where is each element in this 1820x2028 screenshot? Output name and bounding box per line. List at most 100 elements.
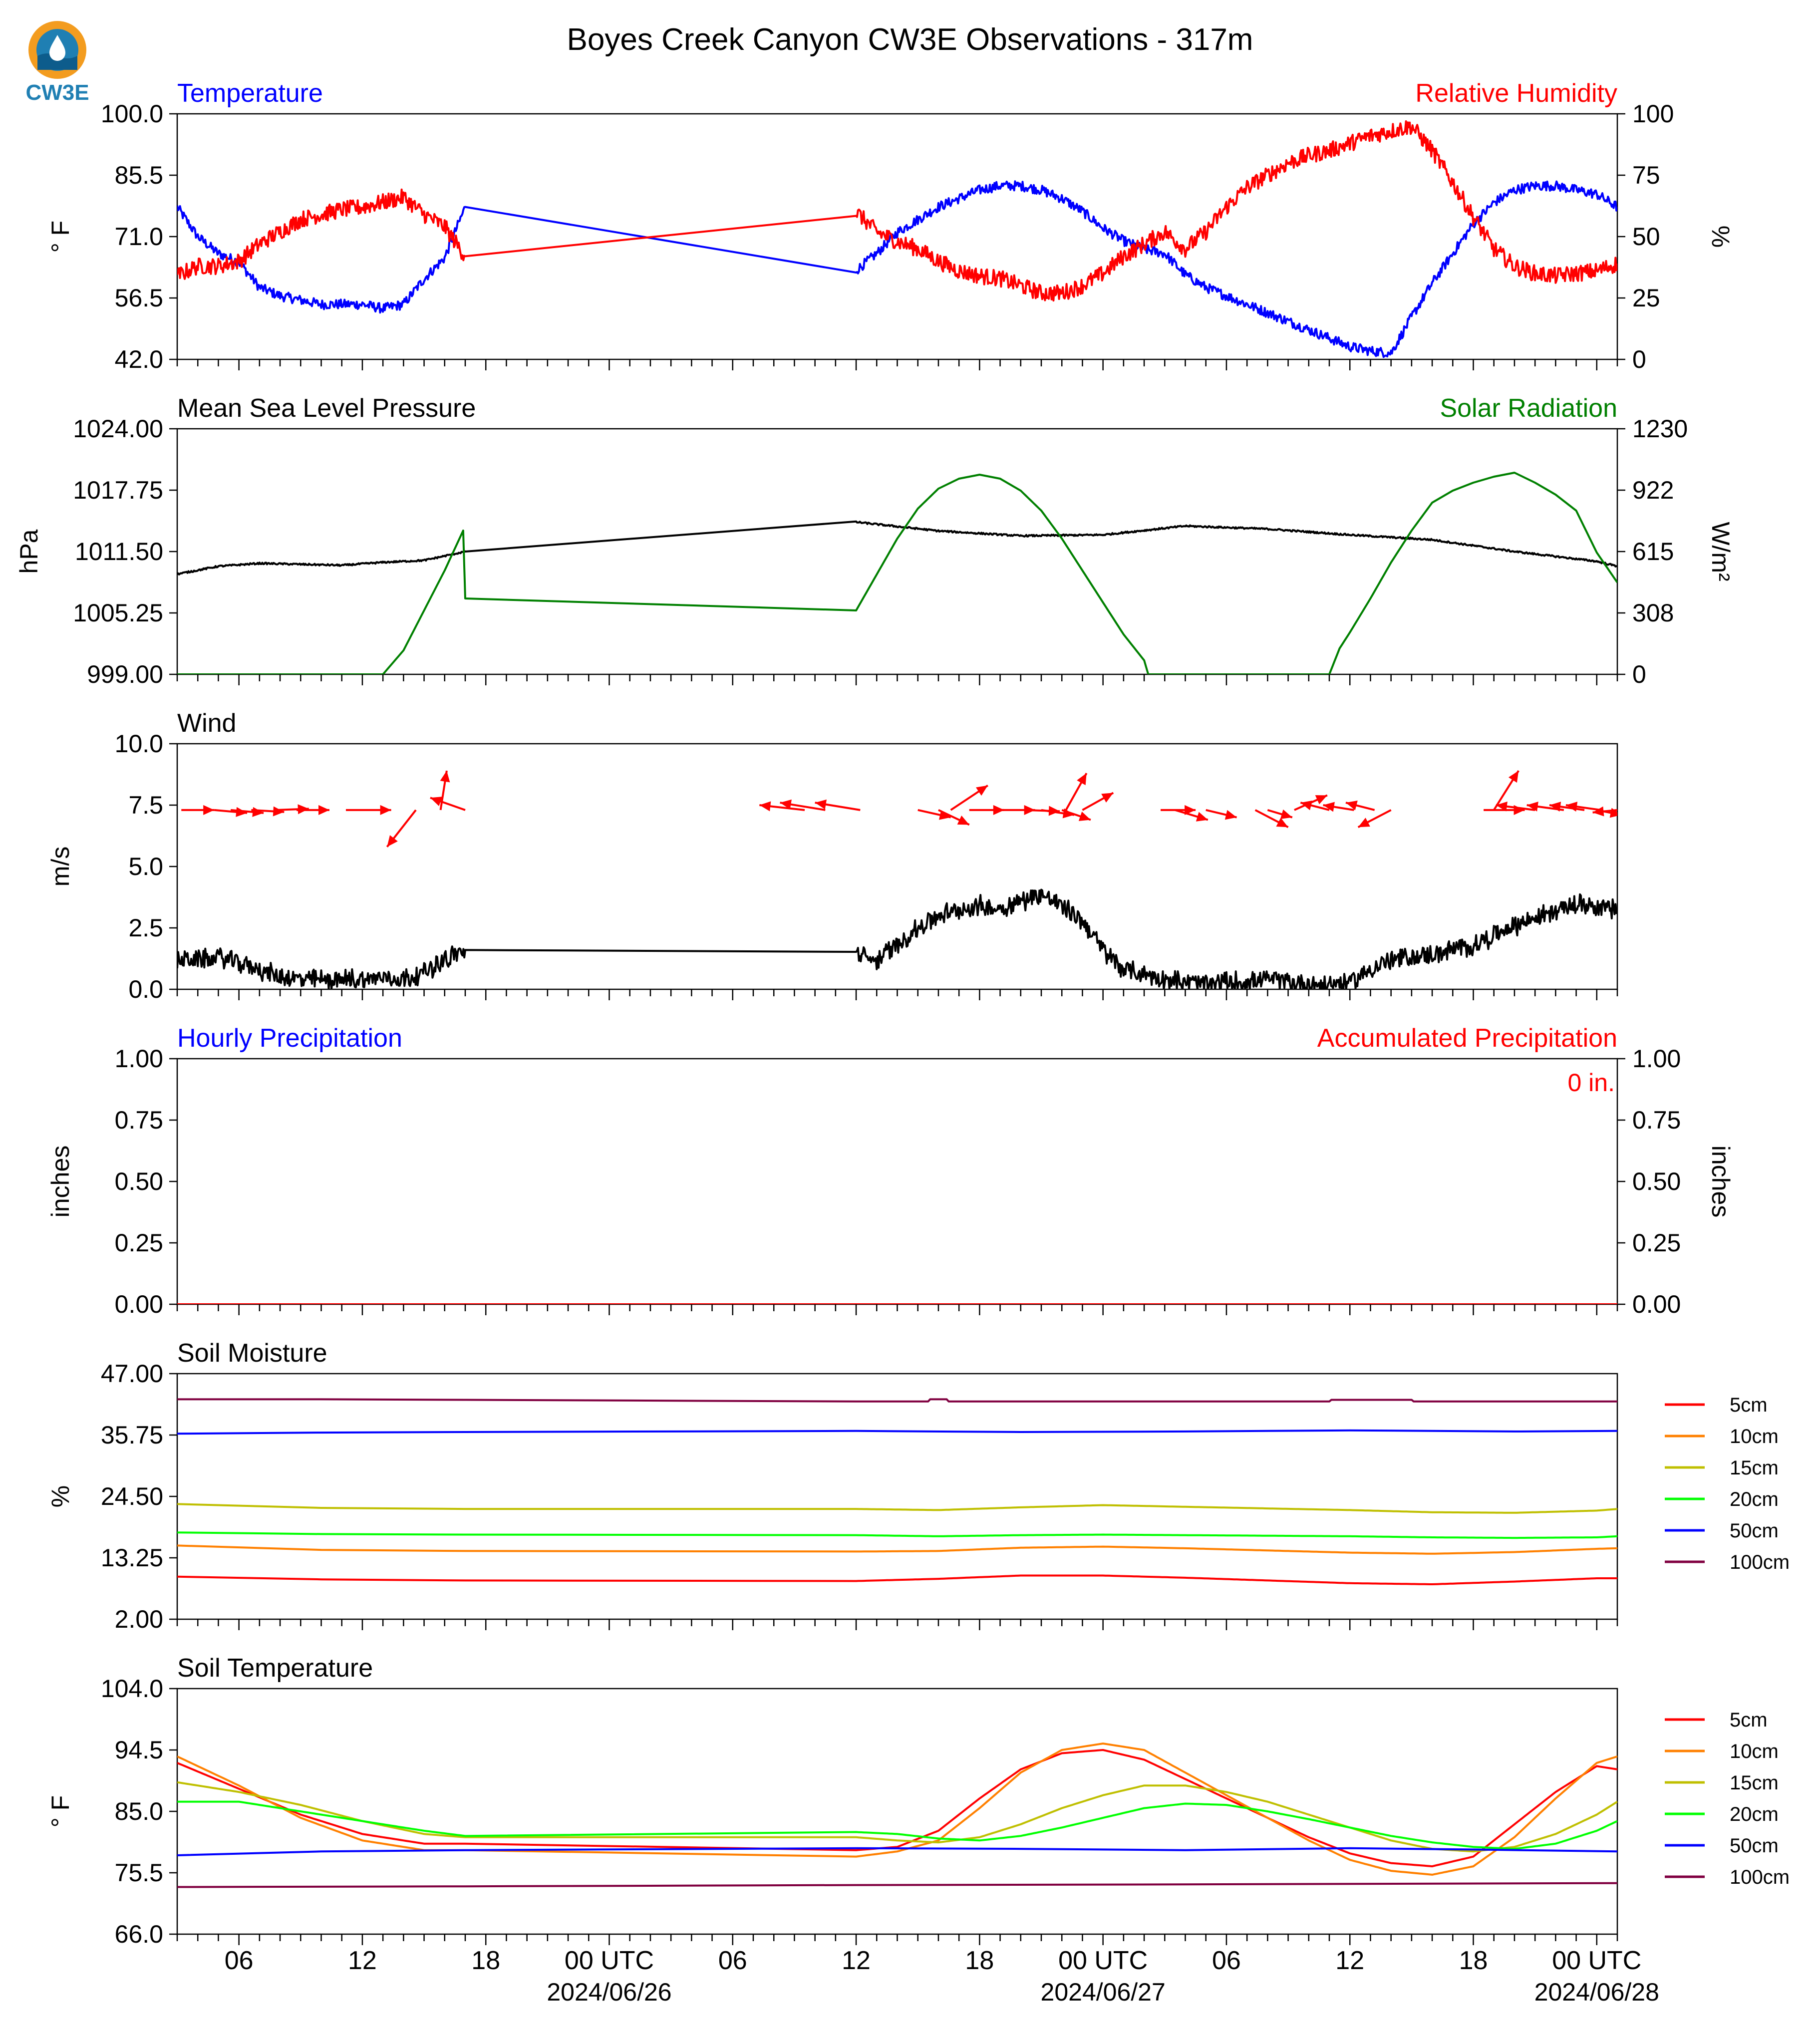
panels: Temperature Relative Humidity 42.0 56.5 71.0… [15,79,1790,1948]
y-tick-label-right: 615 [1632,538,1674,566]
series-line-20cm [177,1800,1617,1850]
y-tick-label: 35.75 [101,1421,163,1449]
wind-arrow-head [1565,802,1578,812]
y-axis-label: m/s [46,847,74,887]
y-tick-label: 0.00 [115,1290,163,1318]
wind-arrow-head [957,815,969,825]
legend-label: 15cm [1730,1457,1779,1479]
legend: 5cm 10cm 15cm 20cm 50cm 100cm [1665,1394,1790,1573]
series-line-right-1 [177,120,1617,302]
y-axis-label: ° F [46,221,74,253]
wind-arrow-head [318,805,329,815]
legend-label: 10cm [1730,1426,1779,1448]
wind-arrow [430,797,466,811]
wind-arrow-head [1609,808,1617,818]
y-tick-label: 85.0 [115,1797,163,1825]
x-date-label: 2024/06/27 [1041,1978,1166,2006]
logo-drop-icon [49,35,65,61]
series-group [177,472,1617,674]
series-line-10cm [177,1742,1617,1876]
panel-title-left: Temperature [177,79,323,108]
wind-arrow-head [1592,806,1604,817]
legend: 5cm 10cm 15cm 20cm 50cm 100cm [1665,1709,1790,1888]
x-tick-label: 18 [1459,1946,1488,1975]
wind-arrow [1345,800,1375,811]
wind-arrow [1549,802,1585,812]
x-date-label: 2024/06/28 [1534,1978,1659,2006]
wind-arrow [1206,809,1237,820]
y-axis-label: inches [46,1146,74,1218]
wind-arrow-head [759,801,771,812]
panel-title-left: Soil Moisture [177,1339,327,1368]
wind-arrow-head [1048,806,1060,816]
wind-arrow-head [1526,801,1538,812]
wind-arrow-head [815,799,827,810]
series-group [177,120,1617,358]
panel-title-left: Mean Sea Level Pressure [177,394,476,423]
wind-arrow [950,784,988,811]
series-line-left-0 [177,520,1617,576]
series-line-100cm [177,1882,1617,1888]
wind-arrow [181,805,215,815]
y-tick-label-right: 50 [1632,223,1660,251]
wind-arrow [1254,809,1289,829]
x-tick-label: 00 UTC [565,1946,654,1975]
wind-arrow [780,799,826,811]
series-line-right-1 [177,472,1617,674]
x-date-label: 2024/06/26 [547,1978,671,2006]
wind-arrow-head [780,799,792,810]
wind-arrow-head [1224,810,1237,820]
wind-arrow [386,809,417,848]
x-tick-label: 00 UTC [1058,1946,1148,1975]
y-tick-label: 1.00 [115,1045,163,1073]
y-tick-label: 47.00 [101,1360,163,1388]
wind-arrow-head [203,805,215,815]
wind-arrow [1357,809,1392,829]
wind-arrow-head [1514,805,1525,815]
y-axis-label: hPa [15,529,43,574]
wind-arrow [214,807,248,817]
wind-arrow [1267,809,1293,819]
panel-1: Temperature Relative Humidity 42.0 56.5 71.0… [46,79,1735,373]
plot-frame [176,1058,1618,1305]
wind-arrow-head [1315,795,1327,805]
y-tick-label: 94.5 [115,1736,163,1764]
y-tick-label: 0.25 [115,1229,163,1257]
x-tick-label: 12 [348,1946,377,1975]
y-axis-label: % [46,1485,74,1507]
wind-arrow [969,805,1004,815]
legend-label: 5cm [1730,1394,1768,1416]
y-tick-label: 1017.75 [73,476,163,504]
y-tick-label: 2.5 [128,914,163,942]
y-tick-label-right: 75 [1632,161,1660,189]
time-axis: 06 12 18 00 UTC 2024/06/26 06 12 18 00 UTC 2024/0… [225,1946,1659,2006]
wind-arrow-shaft [1596,809,1617,816]
y-tick-label: 999.00 [87,660,163,688]
legend-label: 50cm [1730,1835,1779,1857]
y-tick-label-right: 0 [1632,660,1646,688]
y-tick-label: 85.5 [115,161,163,189]
panel-title-left: Hourly Precipitation [177,1024,402,1053]
wind-arrow-head [1077,773,1087,786]
series-line-15cm [177,1503,1617,1514]
x-tick-label: 18 [965,1946,994,1975]
legend-label: 5cm [1730,1709,1768,1731]
y-tick-label-right: 0.50 [1632,1167,1681,1195]
y-tick-label: 10.0 [115,730,163,758]
series-line-10cm [177,1544,1617,1555]
plot-frame [176,1373,1618,1620]
panel-2: Mean Sea Level Pressure Solar Radiation 99… [15,394,1735,688]
series-line-50cm [177,1847,1617,1856]
panel-4: Hourly Precipitation Accumulated Precipit… [46,1024,1735,1318]
wind-arrow-head [440,771,450,783]
wind-arrow [1496,801,1535,812]
series-group [177,1398,1617,1585]
wind-arrow-head [1509,771,1519,783]
wind-arrow [759,801,805,812]
y-tick-label-right: 308 [1632,599,1674,627]
series-line-5cm [177,1574,1617,1585]
legend-label: 15cm [1730,1772,1779,1794]
x-tick-label: 00 UTC [1552,1946,1641,1975]
y-tick-label-right: 1.00 [1632,1045,1681,1073]
